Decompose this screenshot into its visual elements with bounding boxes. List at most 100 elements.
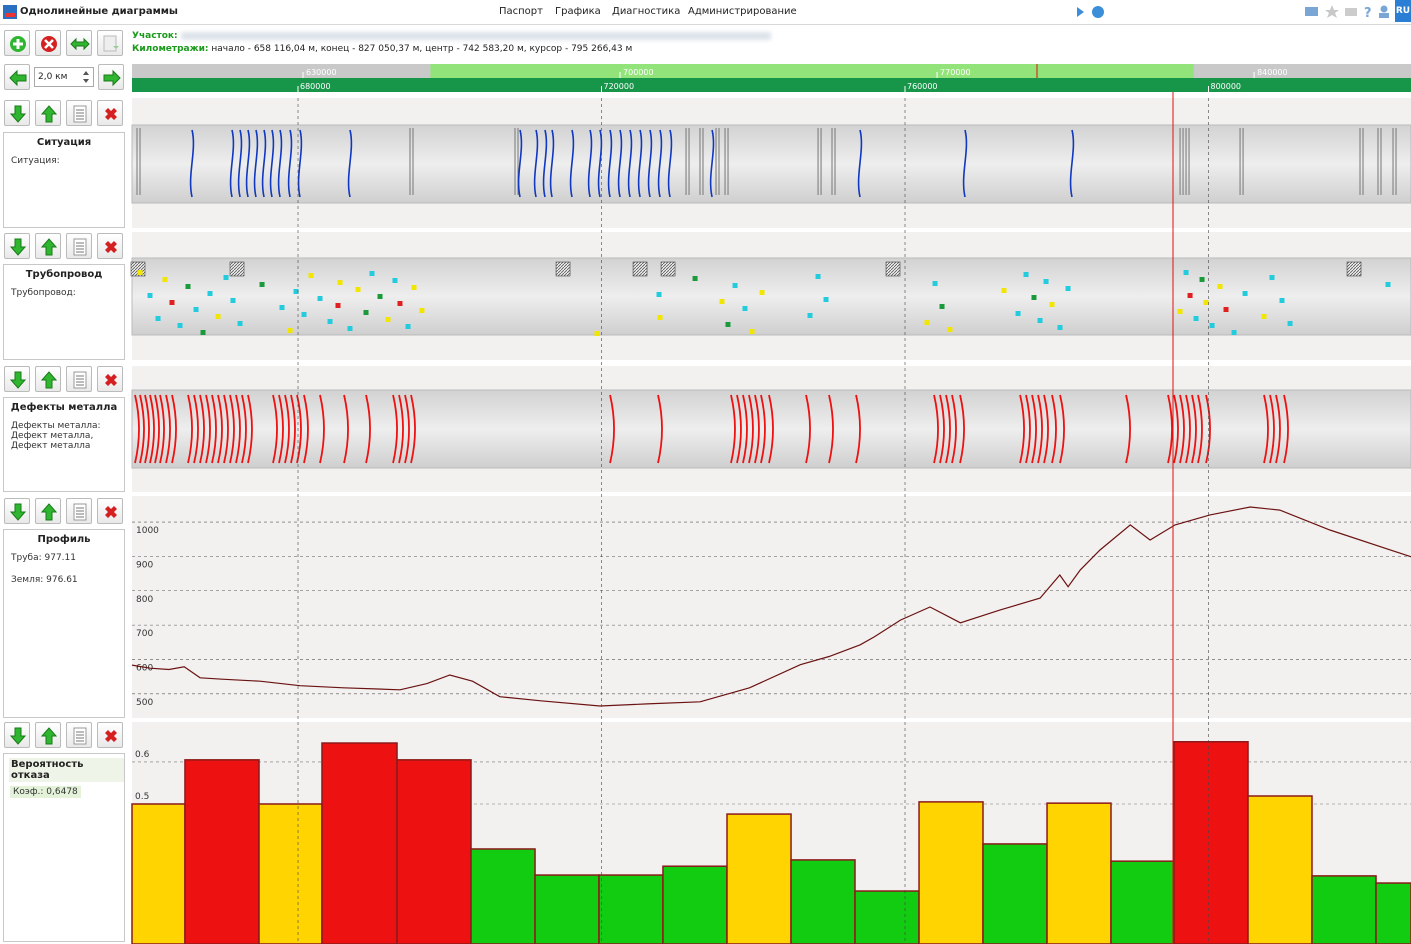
layer-band <box>131 124 1411 204</box>
defect <box>144 394 150 464</box>
bar <box>1110 860 1175 944</box>
zoom-input[interactable]: 2,0 км <box>34 67 94 87</box>
icon <box>41 36 57 52</box>
x-tick-label: 800000 <box>1210 82 1241 91</box>
crossing <box>261 129 267 198</box>
bar <box>321 742 398 944</box>
button-down[interactable] <box>4 498 30 524</box>
defect <box>290 394 296 464</box>
pipeline-point <box>1217 284 1223 289</box>
button-doc[interactable] <box>97 30 123 56</box>
button-up[interactable] <box>35 498 61 524</box>
crossing <box>549 129 555 198</box>
defect <box>1263 394 1269 464</box>
button-list[interactable] <box>66 233 92 259</box>
x-tick-label: 680000 <box>300 82 331 91</box>
blurred-section <box>180 31 771 40</box>
menu-item[interactable]: Администрирование <box>688 6 797 17</box>
button-right[interactable] <box>98 64 124 90</box>
button-del[interactable] <box>97 722 123 748</box>
menu-item[interactable]: Диагностика <box>612 6 681 17</box>
pipeline-point <box>939 304 945 309</box>
icon <box>73 238 87 256</box>
defect <box>760 394 766 464</box>
defect <box>171 394 177 464</box>
crossing <box>587 129 593 198</box>
button-del[interactable] <box>97 100 123 126</box>
menu-item[interactable]: Паспорт <box>499 6 543 17</box>
info-block: Участок: Километражи: начало - 658 116,0… <box>132 30 771 56</box>
fitting <box>885 261 901 277</box>
button-up[interactable] <box>35 722 61 748</box>
pipeline-point <box>815 274 821 279</box>
icon <box>40 503 58 521</box>
crossing <box>297 129 303 198</box>
button-list[interactable] <box>66 498 92 524</box>
y-tick-label: 600 <box>136 663 153 673</box>
pipeline-point <box>719 299 725 304</box>
pipeline-point <box>1037 318 1043 323</box>
button-list[interactable] <box>66 366 92 392</box>
layer-panel: Профиль Труба: 977.11 Земля: 976.61 <box>3 529 125 718</box>
defect <box>193 394 199 464</box>
button-up[interactable] <box>35 100 61 126</box>
button-down[interactable] <box>4 233 30 259</box>
pipeline-point <box>1031 295 1037 300</box>
icon <box>103 69 121 87</box>
button-del[interactable] <box>97 366 123 392</box>
menu-item[interactable]: Графика <box>555 6 601 17</box>
profile-line <box>131 506 1411 707</box>
button-down[interactable] <box>4 100 30 126</box>
panel-title: Ситуация <box>36 137 92 148</box>
defect <box>296 394 302 464</box>
button-plus[interactable] <box>4 30 30 56</box>
button-list[interactable] <box>66 722 92 748</box>
button-both[interactable] <box>66 30 92 56</box>
button-del[interactable] <box>97 233 123 259</box>
pipeline-point <box>327 319 333 324</box>
pipeline-point <box>1203 300 1209 305</box>
pipeline-point <box>259 282 265 287</box>
defect <box>223 394 229 464</box>
structure <box>1359 128 1364 195</box>
layer-panel: Дефекты металла Дефекты металла: Дефект ме… <box>3 397 125 492</box>
pipeline-point <box>279 305 285 310</box>
fitting <box>229 261 245 277</box>
spinner[interactable] <box>80 68 92 86</box>
crossing <box>245 129 251 198</box>
icon <box>73 727 87 745</box>
pipeline-point <box>169 300 175 305</box>
fitting <box>1346 261 1362 277</box>
button-del[interactable] <box>97 498 123 524</box>
button-list[interactable] <box>66 100 92 126</box>
panel-line: Дефект металла, <box>11 431 94 441</box>
panel-title: Дефекты металла <box>10 402 118 413</box>
pipeline-point <box>308 273 314 278</box>
button-down[interactable] <box>4 722 30 748</box>
button-close[interactable] <box>35 30 61 56</box>
button-left[interactable] <box>4 64 30 90</box>
icon <box>73 503 87 521</box>
pipeline-point <box>1023 272 1029 277</box>
button-up[interactable] <box>35 233 61 259</box>
toolbar-icons[interactable]: ? <box>1304 4 1394 20</box>
crossing <box>287 129 293 198</box>
crossing <box>237 129 243 198</box>
play-controls[interactable] <box>1075 5 1105 19</box>
defect <box>272 394 278 464</box>
pipeline-point <box>749 329 755 334</box>
crossing <box>569 129 575 198</box>
y-tick-label: 1000 <box>136 526 159 536</box>
button-up[interactable] <box>35 366 61 392</box>
pipeline-point <box>317 296 323 301</box>
pipeline-point <box>1231 330 1237 335</box>
pipeline-point <box>147 293 153 298</box>
panel-line: Ситуация: <box>11 156 60 166</box>
app-logo <box>3 5 17 19</box>
icon <box>40 105 58 123</box>
bar <box>982 843 1048 944</box>
language-switch[interactable]: RU <box>1395 0 1411 22</box>
pipeline-point <box>1049 302 1055 307</box>
button-down[interactable] <box>4 366 30 392</box>
